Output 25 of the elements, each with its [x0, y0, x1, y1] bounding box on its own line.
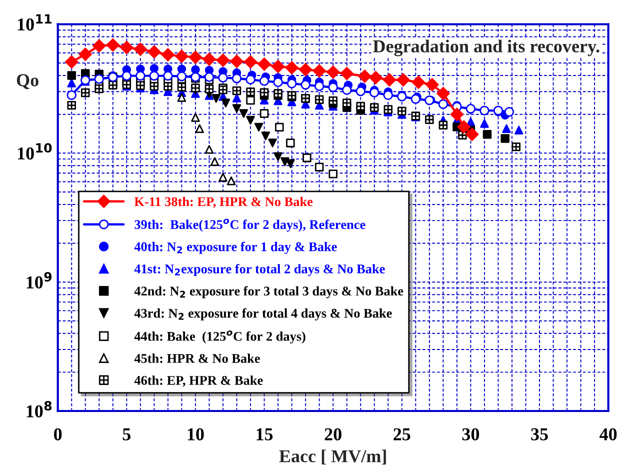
y-tick-label: 10$^{10}$ [18, 143, 52, 160]
x-tick-label: 15 [256, 428, 273, 440]
y-tick-label: 10$^{11}$ [18, 14, 52, 31]
x-tick-label: 35 [531, 428, 548, 440]
legend-label: 44th: Bake (125$^{o}$C for 2 days) [134, 330, 306, 344]
legend-label: 39th: Bake(125$^{o}$C for 2 days), Reference [134, 218, 366, 232]
legend-label: K-11 38th: EP, HPR & No Bake [134, 196, 313, 208]
x-tick-label: 0 [54, 428, 62, 440]
text: Degradation and its recovery. [373, 40, 600, 56]
x-axis-title: Eacc [ MV/m] [279, 450, 386, 465]
x-tick-label: 40 [600, 428, 617, 440]
y-tick-label: 10$^{9}$ [26, 272, 52, 288]
x-tick-label: 5 [122, 428, 131, 440]
legend-label: 40th: N$_{2}$ exposure for 1 day & Bake [134, 242, 337, 254]
legend-label: 46th: EP, HPR & Bake [134, 376, 263, 387]
x-tick-label: 20 [324, 428, 342, 440]
legend-label: 43rd: N$_{2}$ exposure for total 4 days & No Bake [134, 308, 392, 320]
legend-label: 45th: HPR & No Bake [134, 354, 260, 363]
y-axis-title: Qo [16, 74, 38, 90]
x-tick-label: 25 [394, 428, 410, 440]
x-tick-label: 30 [462, 428, 480, 440]
x-tick-label: 10 [188, 428, 204, 440]
legend-label: 41st: N$_{2}$exposure for total 2 days & No Bake [134, 264, 385, 276]
y-tick-label: 10$^{8}$ [26, 400, 52, 418]
legend-label: 42nd: N$_{2}$ exposure for 3 total 3 days & No Bake [134, 286, 404, 298]
